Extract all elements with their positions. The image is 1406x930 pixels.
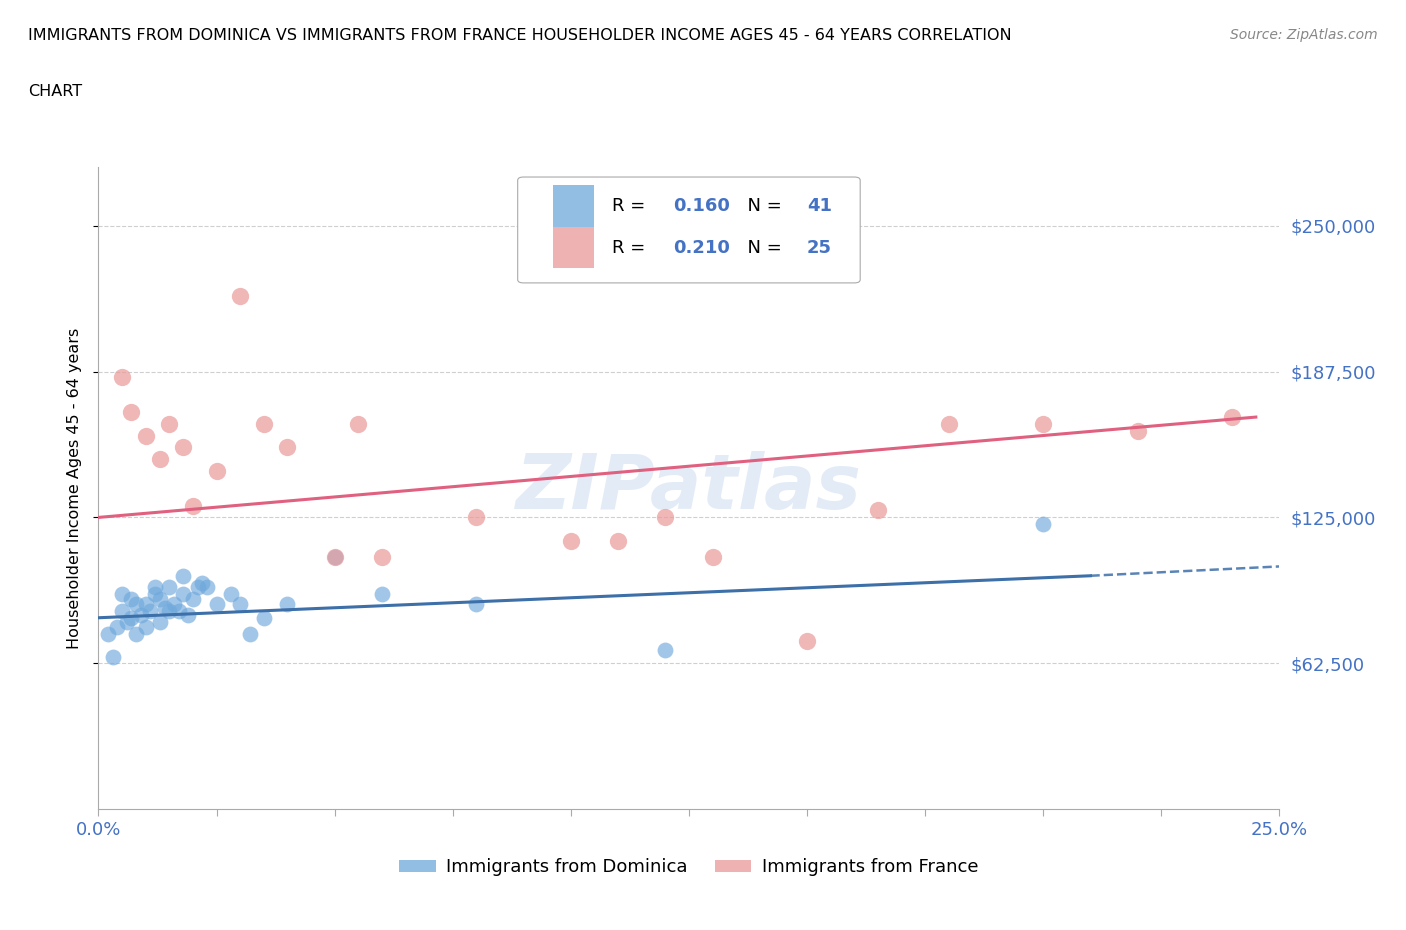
Point	[135, 619, 157, 634]
Point	[205, 463, 228, 478]
Point	[205, 596, 228, 611]
Point	[191, 576, 214, 591]
Point	[121, 405, 143, 419]
Point	[149, 452, 172, 467]
Point	[866, 503, 889, 518]
Point	[121, 591, 143, 606]
Point	[139, 604, 162, 618]
Text: 25: 25	[807, 239, 832, 257]
Text: N =: N =	[737, 239, 787, 257]
Point	[239, 627, 262, 642]
Point	[347, 417, 370, 432]
Point	[702, 550, 724, 565]
Point	[111, 604, 134, 618]
Point	[129, 608, 152, 623]
Point	[167, 604, 190, 618]
Text: R =: R =	[612, 239, 651, 257]
Text: N =: N =	[737, 197, 787, 215]
Point	[229, 596, 252, 611]
Point	[172, 440, 194, 455]
Point	[149, 591, 172, 606]
Point	[111, 587, 134, 602]
Point	[938, 417, 960, 432]
Point	[157, 580, 180, 595]
Point	[371, 587, 394, 602]
Text: R =: R =	[612, 197, 651, 215]
Text: 0.210: 0.210	[673, 239, 731, 257]
Point	[654, 643, 676, 658]
Point	[111, 370, 134, 385]
FancyBboxPatch shape	[553, 185, 595, 227]
Y-axis label: Householder Income Ages 45 - 64 years: Householder Income Ages 45 - 64 years	[67, 327, 83, 649]
Point	[125, 627, 148, 642]
Point	[143, 580, 166, 595]
Point	[276, 440, 298, 455]
Point	[172, 568, 194, 583]
Point	[560, 533, 582, 548]
Point	[163, 596, 186, 611]
Point	[796, 633, 818, 648]
Point	[135, 596, 157, 611]
Point	[172, 587, 194, 602]
Point	[105, 619, 128, 634]
Point	[157, 417, 180, 432]
Point	[371, 550, 394, 565]
Point	[115, 615, 138, 630]
Point	[465, 510, 488, 525]
Text: 41: 41	[807, 197, 832, 215]
Point	[135, 429, 157, 444]
Point	[1220, 409, 1243, 424]
Point	[1032, 417, 1054, 432]
Point	[101, 650, 124, 665]
Point	[1126, 424, 1149, 439]
Point	[121, 610, 143, 625]
Text: CHART: CHART	[28, 84, 82, 99]
Point	[1032, 517, 1054, 532]
Text: ZIPatlas: ZIPatlas	[516, 451, 862, 525]
Point	[157, 604, 180, 618]
Point	[229, 288, 252, 303]
Text: Source: ZipAtlas.com: Source: ZipAtlas.com	[1230, 28, 1378, 42]
Legend: Immigrants from Dominica, Immigrants from France: Immigrants from Dominica, Immigrants fro…	[392, 851, 986, 884]
Point	[253, 610, 276, 625]
Point	[253, 417, 276, 432]
Point	[276, 596, 298, 611]
Point	[149, 615, 172, 630]
Point	[181, 498, 204, 513]
Point	[219, 587, 242, 602]
Point	[323, 550, 346, 565]
Point	[607, 533, 630, 548]
Point	[323, 550, 346, 565]
Point	[153, 601, 176, 616]
FancyBboxPatch shape	[553, 227, 595, 269]
Point	[97, 627, 120, 642]
Text: 0.160: 0.160	[673, 197, 731, 215]
Text: IMMIGRANTS FROM DOMINICA VS IMMIGRANTS FROM FRANCE HOUSEHOLDER INCOME AGES 45 - : IMMIGRANTS FROM DOMINICA VS IMMIGRANTS F…	[28, 28, 1012, 43]
FancyBboxPatch shape	[517, 177, 860, 283]
Point	[654, 510, 676, 525]
Point	[465, 596, 488, 611]
Point	[143, 587, 166, 602]
Point	[195, 580, 218, 595]
Point	[181, 591, 204, 606]
Point	[187, 580, 209, 595]
Point	[125, 596, 148, 611]
Point	[177, 608, 200, 623]
